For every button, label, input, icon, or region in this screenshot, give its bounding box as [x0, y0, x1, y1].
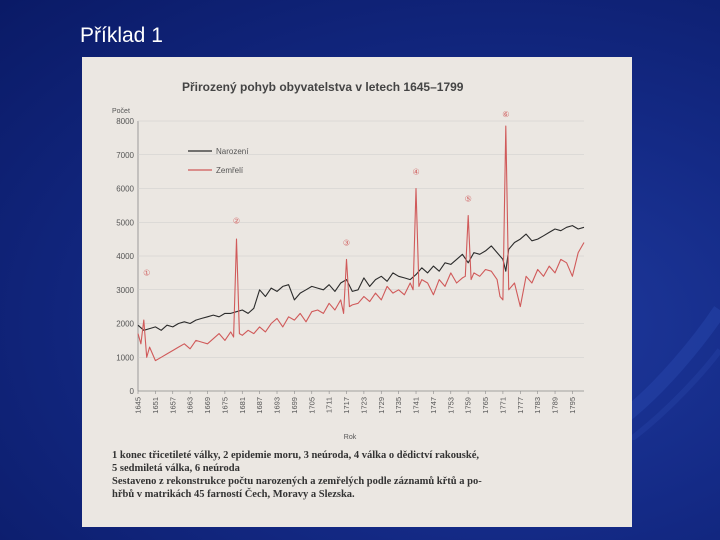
caption-line: 1 konec třicetileté války, 2 epidemie mo…	[112, 450, 479, 461]
chart: Přirozený pohyb obyvatelstva v letech 16…	[112, 80, 585, 441]
chart-caption: 1 konec třicetileté války, 2 epidemie mo…	[112, 449, 617, 501]
series-line-births	[137, 225, 585, 331]
x-tick-label: 1681	[238, 397, 247, 414]
x-tick-label: 1687	[255, 397, 264, 414]
annotation-marker: ②	[233, 216, 240, 225]
x-tick-label: 1717	[342, 397, 351, 414]
x-tick-label: 1729	[377, 397, 386, 414]
x-tick-label: 1735	[394, 397, 403, 414]
caption-line: Sestaveno z rekonstrukce počtu narozenýc…	[112, 476, 482, 487]
series-line-deaths	[137, 125, 585, 362]
x-tick-label: 1663	[186, 397, 195, 414]
x-tick-label: 1789	[551, 397, 560, 414]
x-tick-label: 1699	[290, 397, 299, 414]
x-tick-label: 1657	[168, 397, 177, 414]
x-tick-label: 1711	[325, 397, 334, 413]
x-tick-label: 1765	[481, 397, 490, 414]
chart-title: Přirozený pohyb obyvatelstva v letech 16…	[182, 80, 464, 94]
x-tick-label: 1795	[568, 397, 577, 414]
y-axis-label: Počet	[112, 108, 130, 115]
y-tick-label: 2000	[116, 320, 134, 329]
y-tick-label: 0	[130, 387, 135, 396]
x-tick-label: 1753	[446, 397, 455, 414]
caption-line: hřbů v matrikách 45 farností Čech, Morav…	[112, 489, 355, 500]
x-axis-label: Rok	[344, 434, 357, 441]
x-tick-label: 1651	[151, 397, 160, 414]
x-tick-label: 1693	[273, 397, 282, 414]
annotation-marker: ③	[343, 238, 350, 247]
annotation-marker: ④	[412, 167, 419, 176]
y-tick-label: 8000	[116, 117, 134, 126]
x-tick-label: 1645	[134, 397, 143, 414]
x-tick-label: 1771	[498, 397, 507, 414]
y-tick-label: 6000	[116, 185, 134, 194]
legend-label-deaths: Zemřelí	[216, 166, 244, 175]
background-swoosh	[620, 306, 720, 440]
chart-photo: Přirozený pohyb obyvatelstva v letech 16…	[82, 57, 632, 527]
x-tick-label: 1777	[516, 397, 525, 414]
x-tick-label: 1723	[359, 397, 368, 414]
y-tick-label: 5000	[116, 218, 134, 227]
y-tick-label: 7000	[116, 151, 134, 160]
annotation-marker: ⑤	[465, 194, 472, 203]
x-tick-label: 1675	[220, 397, 229, 414]
y-tick-label: 1000	[116, 353, 134, 362]
legend-label-births: Narození	[216, 147, 249, 156]
y-tick-label: 4000	[116, 252, 134, 261]
x-tick-label: 1759	[464, 397, 473, 414]
x-tick-label: 1669	[203, 397, 212, 414]
slide-title: Příklad 1	[80, 24, 163, 47]
annotation-marker: ⑥	[502, 110, 509, 119]
x-tick-label: 1741	[412, 397, 421, 414]
annotation-marker: ①	[143, 269, 150, 278]
x-tick-label: 1705	[307, 397, 316, 414]
caption-line: 5 sedmiletá válka, 6 neúroda	[112, 463, 240, 474]
x-tick-label: 1747	[429, 397, 438, 414]
y-tick-label: 3000	[116, 286, 134, 295]
x-tick-label: 1783	[533, 397, 542, 414]
